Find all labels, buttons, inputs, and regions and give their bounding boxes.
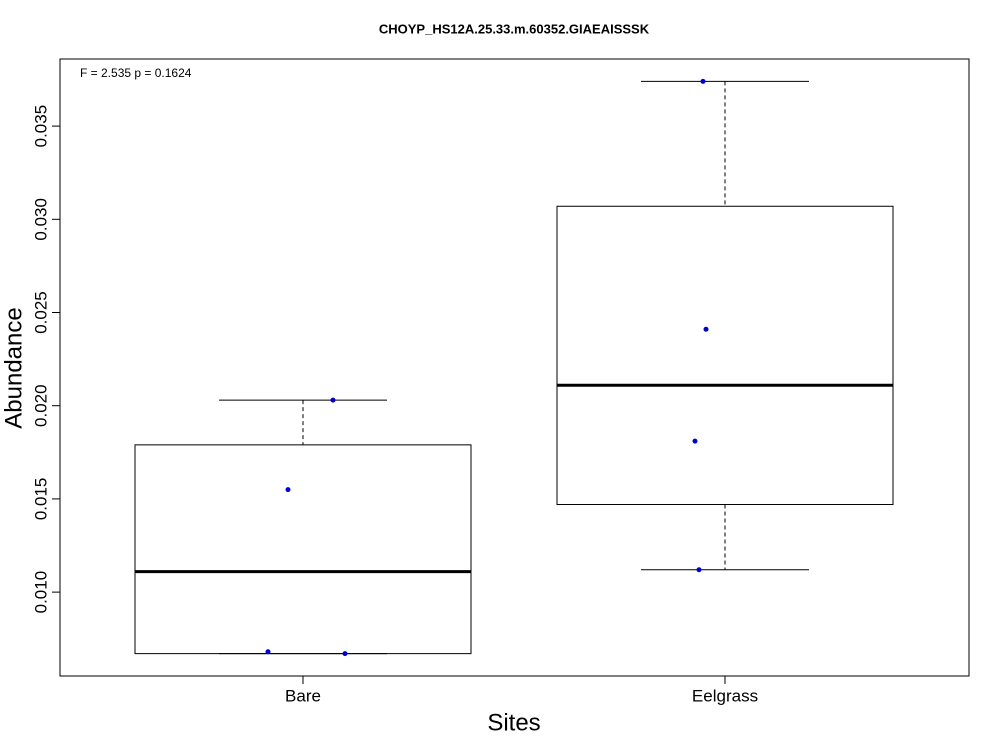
data-point [285,487,291,493]
y-tick-label: 0.015 [31,478,50,521]
y-tick-label: 0.025 [31,291,50,334]
y-tick-label: 0.035 [31,105,50,148]
x-tick-label: Bare [285,686,321,705]
x-axis-label: Sites [487,709,540,736]
y-tick-label: 0.010 [31,571,50,614]
data-point [700,78,706,84]
box [556,205,894,506]
plot-frame [59,58,970,677]
annotation: F = 2.535 p = 0.1624 [80,66,192,80]
data-point [330,397,336,403]
x-tick-label: Eelgrass [692,686,758,705]
data-point [342,651,348,657]
data-point [265,649,271,655]
data-point [703,326,709,332]
y-tick-label: 0.030 [31,198,50,241]
box [134,444,472,655]
chart-title: CHOYP_HS12A.25.33.m.60352.GIAEAISSSK [379,21,650,36]
y-tick-label: 0.020 [31,384,50,427]
y-axis-label: Abundance [0,307,27,428]
data-point [692,438,698,444]
data-point [696,567,702,573]
